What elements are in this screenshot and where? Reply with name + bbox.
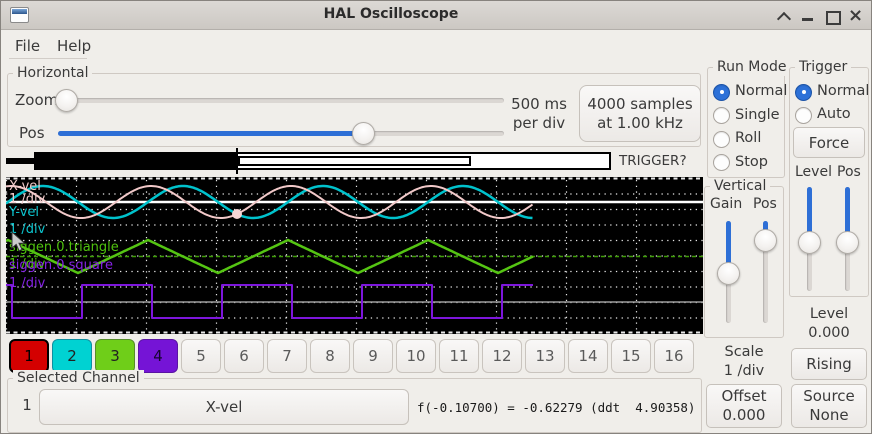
waveform-svg — [6, 177, 703, 334]
scale-caption: Scale — [704, 343, 784, 361]
channel-button-8[interactable]: 8 — [310, 339, 350, 373]
vertical-group-label: Vertical — [710, 178, 770, 195]
waveform-display: X-vel1 /divY-vel1 /divsiggen.0.triangle1… — [6, 177, 703, 334]
vertical-pos-slider-handle[interactable] — [754, 229, 777, 252]
trigger-pos-slider-label: Pos — [837, 164, 861, 180]
gain-slider-label: Gain — [710, 196, 742, 212]
mouse-cursor-icon — [11, 231, 27, 253]
trigger-radio-normal[interactable] — [795, 84, 812, 101]
sample-rate-text: 500 ms per div — [504, 95, 574, 133]
run-mode-radio-label-stop[interactable]: Stop — [735, 154, 768, 170]
minimize-icon[interactable] — [800, 8, 815, 23]
channel-button-2[interactable]: 2 — [52, 339, 92, 373]
menu-file[interactable]: File — [15, 37, 40, 55]
channel-button-6[interactable]: 6 — [224, 339, 264, 373]
window-controls: × — [776, 1, 863, 30]
channel-value-readout: f(-0.10700) = -0.62279 (ddt 4.90358) — [417, 400, 695, 415]
channel-button-1[interactable]: 1 — [9, 339, 49, 373]
gain-slider-handle[interactable] — [717, 262, 740, 285]
selected-channel-name-button[interactable]: X-vel — [39, 389, 409, 425]
shade-window-icon[interactable] — [776, 8, 791, 23]
overview-trigger-marker — [236, 148, 238, 174]
horizontal-zoom-slider-handle[interactable] — [55, 89, 78, 112]
hal-oscilloscope-window: HAL Oscilloscope × File Help Horizontal … — [0, 0, 872, 434]
trigger-pos-slider[interactable] — [845, 187, 850, 291]
selected-channel-group-label: Selected Channel — [13, 370, 144, 387]
vertical-pos-slider-label: Pos — [753, 196, 777, 212]
channel-button-3[interactable]: 3 — [95, 339, 135, 373]
trigger-status-label: TRIGGER? — [619, 153, 687, 169]
overview-baseline — [6, 158, 34, 164]
trigger-radio-label-auto[interactable]: Auto — [817, 106, 851, 122]
trigger-source-button[interactable]: Source None — [791, 384, 867, 428]
trigger-level-slider-label: Level — [795, 164, 832, 180]
channel-button-14[interactable]: 14 — [568, 339, 608, 373]
channel-button-16[interactable]: 16 — [654, 339, 694, 373]
horizontal-zoom-slider[interactable] — [58, 98, 504, 103]
menubar-separator — [9, 58, 87, 59]
close-icon[interactable]: × — [848, 8, 863, 23]
channel-button-13[interactable]: 13 — [525, 339, 565, 373]
run-mode-group: Run Mode NormalSingleRollStop — [707, 67, 785, 178]
trigger-level-caption: Level — [789, 305, 869, 323]
trigger-level-slider-handle[interactable] — [798, 231, 821, 254]
trigger-point-marker — [232, 209, 242, 219]
trigger-radios: Normal Auto — [790, 68, 868, 296]
channel-button-10[interactable]: 10 — [396, 339, 436, 373]
channel-button-5[interactable]: 5 — [181, 339, 221, 373]
trigger-radio-label-normal[interactable]: Normal — [817, 83, 869, 99]
trigger-group: Trigger NormalAuto — [789, 67, 869, 297]
run-mode-radios: Normal Single Roll Stop — [708, 68, 784, 177]
trigger-level-slider[interactable] — [807, 187, 812, 291]
force-trigger-button[interactable]: Force — [793, 127, 865, 158]
scope-channel-4-scale-label: 1 /div — [9, 277, 45, 291]
scale-value: 1 /div — [704, 362, 784, 380]
overview-view-window[interactable] — [238, 156, 471, 166]
channel-button-12[interactable]: 12 — [482, 339, 522, 373]
run-mode-radio-stop[interactable] — [713, 154, 730, 171]
channel-button-7[interactable]: 7 — [267, 339, 307, 373]
channel-button-9[interactable]: 9 — [353, 339, 393, 373]
channel-button-4[interactable]: 4 — [138, 339, 178, 373]
titlebar: HAL Oscilloscope × — [1, 1, 871, 30]
trigger-radio-auto[interactable] — [795, 107, 812, 124]
maximize-icon[interactable] — [824, 8, 839, 23]
channel-button-11[interactable]: 11 — [439, 339, 479, 373]
trigger-edge-button[interactable]: Rising — [791, 348, 867, 380]
window-title: HAL Oscilloscope — [1, 6, 781, 22]
run-mode-radio-single[interactable] — [713, 107, 730, 124]
samples-button[interactable]: 4000 samples at 1.00 kHz — [579, 85, 701, 142]
run-mode-radio-normal[interactable] — [713, 84, 730, 101]
zoom-label: Zoom — [15, 91, 58, 109]
hpos-label: Pos — [19, 124, 45, 142]
horizontal-pos-slider-handle[interactable] — [352, 122, 375, 145]
run-mode-radio-label-normal[interactable]: Normal — [735, 83, 787, 99]
run-mode-radio-label-roll[interactable]: Roll — [735, 130, 761, 146]
horizontal-pos-slider[interactable] — [58, 131, 504, 136]
scope-channel-2-name-label: Y-vel — [9, 206, 39, 220]
channel-button-15[interactable]: 15 — [611, 339, 651, 373]
horizontal-group-label: Horizontal — [13, 65, 92, 82]
trigger-level-value: 0.000 — [789, 324, 869, 342]
menu-help[interactable]: Help — [57, 37, 91, 55]
scope-channel-4-name-label: siggen.0.square — [9, 259, 113, 273]
run-mode-radio-roll[interactable] — [713, 131, 730, 148]
overview-filled-region — [36, 154, 237, 168]
trigger-pos-slider-handle[interactable] — [836, 231, 859, 254]
selected-channel-number: 1 — [17, 396, 37, 414]
run-mode-radio-label-single[interactable]: Single — [735, 107, 780, 123]
gain-slider[interactable] — [726, 221, 731, 323]
offset-button[interactable]: Offset 0.000 — [706, 384, 782, 428]
channel-button-row: 12345678910111213141516 — [9, 339, 694, 373]
vertical-pos-slider[interactable] — [763, 221, 768, 323]
